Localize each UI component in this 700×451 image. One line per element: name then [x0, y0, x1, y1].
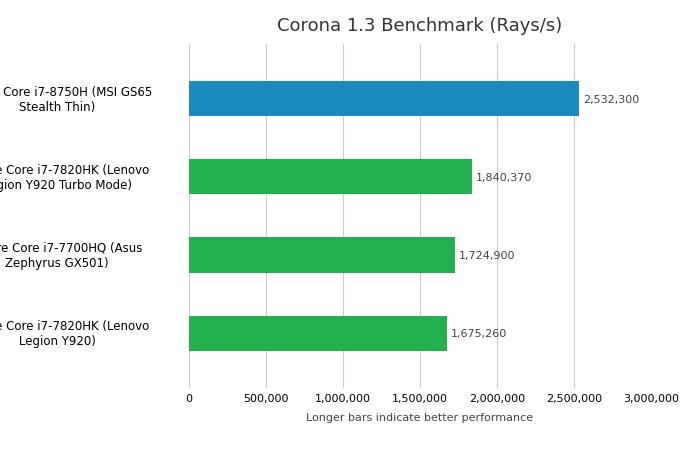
- Text: 2,532,300: 2,532,300: [583, 95, 639, 105]
- Bar: [189, 316, 447, 351]
- Bar: [189, 160, 472, 195]
- Text: 1,675,260: 1,675,260: [451, 328, 507, 338]
- Bar: [189, 238, 454, 273]
- Title: Corona 1.3 Benchmark (Rays/s): Corona 1.3 Benchmark (Rays/s): [277, 17, 563, 35]
- X-axis label: Longer bars indicate better performance: Longer bars indicate better performance: [307, 412, 533, 422]
- Text: 1,840,370: 1,840,370: [476, 173, 533, 183]
- Bar: [189, 82, 579, 117]
- Text: 1,724,900: 1,724,900: [458, 250, 515, 260]
